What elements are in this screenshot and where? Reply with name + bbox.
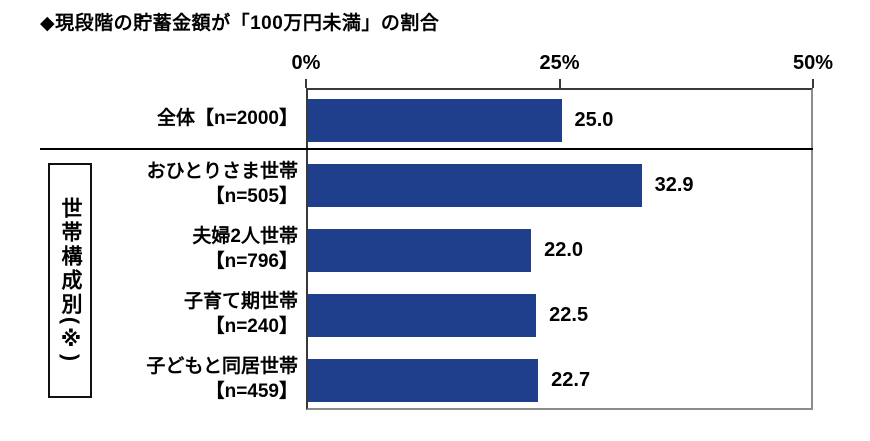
group-box-label: 世帯構成別(※) — [59, 197, 82, 364]
x-axis-tick-mark — [305, 79, 307, 88]
category-label-line: 子どもと同居世帯 — [146, 355, 298, 377]
x-axis-tick-label: 50% — [792, 52, 834, 74]
category-label: 子どもと同居世帯【n=459】 — [0, 354, 298, 404]
category-label-line: 夫婦2人世帯 — [192, 225, 298, 247]
category-label: 夫婦2人世帯【n=796】 — [0, 224, 298, 274]
chart-title: ◆現段階の貯蓄金額が「100万円未満」の割合 — [40, 13, 440, 34]
group-box: 世帯構成別(※) — [48, 163, 92, 398]
bar — [308, 229, 532, 272]
x-axis: 0% 25% 50% — [0, 52, 870, 88]
category-labels: 全体【n=2000】おひとりさま世帯【n=505】夫婦2人世帯【n=796】子育… — [0, 0, 298, 441]
category-label: おひとりさま世帯【n=505】 — [0, 159, 298, 209]
bar — [308, 164, 642, 207]
category-label-line: 全体【n=2000】 — [157, 108, 298, 129]
category-label-line: 【n=240】 — [205, 315, 298, 337]
plot-area: 25.0 32.9 22.0 22.5 22.7 — [306, 88, 813, 410]
category-label-line: 【n=459】 — [205, 380, 298, 402]
bar — [308, 359, 539, 402]
bar-value-label: 25.0 — [574, 109, 614, 131]
category-label-line: 【n=796】 — [205, 250, 298, 272]
bar — [308, 99, 562, 142]
x-axis-tick-mark — [812, 79, 814, 88]
category-label: 子育て期世帯【n=240】 — [0, 289, 298, 339]
group-separator-line — [40, 148, 813, 150]
bar — [308, 294, 537, 337]
category-label-line: おひとりさま世帯 — [146, 160, 298, 182]
bar-value-label: 32.9 — [654, 174, 694, 196]
bar-value-label: 22.0 — [544, 239, 584, 261]
x-axis-tick-label: 25% — [539, 52, 580, 74]
category-label: 全体【n=2000】 — [0, 106, 298, 131]
x-axis-tick-mark — [558, 79, 561, 88]
bar-value-label: 22.7 — [551, 369, 591, 391]
x-axis-tick-label: 0% — [291, 52, 321, 74]
category-label-line: 子育て期世帯 — [183, 290, 298, 312]
bar-value-label: 22.5 — [549, 304, 589, 326]
category-label-line: 【n=505】 — [205, 185, 298, 207]
